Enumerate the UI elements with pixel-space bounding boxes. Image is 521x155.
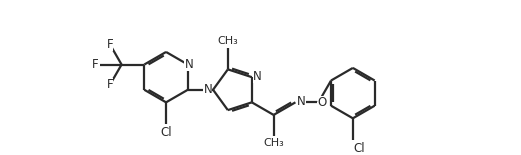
Text: F: F (92, 58, 99, 71)
Text: N: N (297, 95, 305, 108)
Text: Cl: Cl (160, 126, 172, 139)
Text: Cl: Cl (354, 142, 365, 155)
Text: N: N (253, 70, 262, 83)
Text: F: F (107, 78, 113, 91)
Text: O: O (318, 96, 327, 109)
Text: CH₃: CH₃ (263, 138, 284, 148)
Text: CH₃: CH₃ (217, 36, 238, 46)
Text: N: N (203, 83, 212, 96)
Text: N: N (184, 58, 193, 71)
Text: F: F (107, 38, 113, 51)
